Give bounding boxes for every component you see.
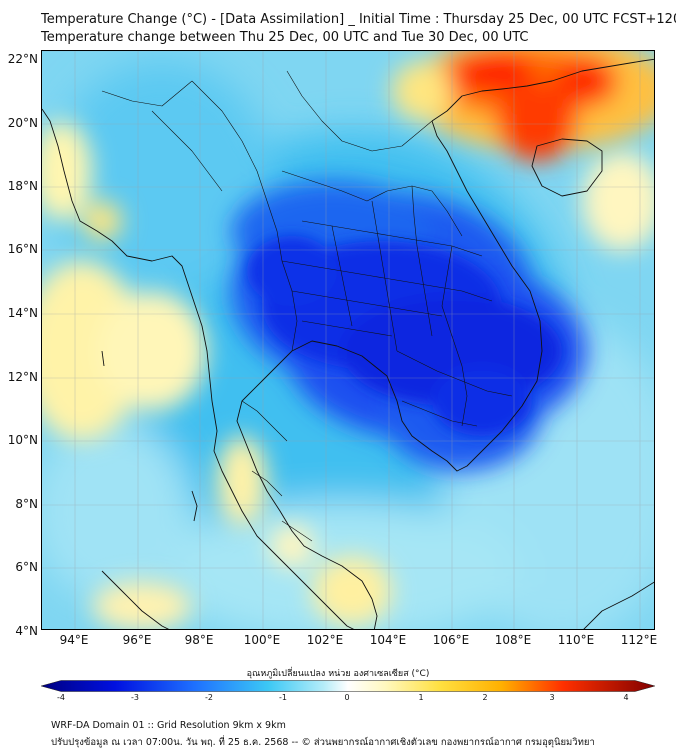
coastlines bbox=[42, 58, 654, 629]
lon-label: 110°E bbox=[557, 633, 595, 647]
lon-label: 100°E bbox=[243, 633, 281, 647]
footer-model-info: WRF-DA Domain 01 :: Grid Resolution 9km … bbox=[51, 720, 286, 731]
lon-label: 112°E bbox=[620, 633, 658, 647]
lat-label: 16°N bbox=[7, 242, 38, 256]
lat-label: 8°N bbox=[15, 497, 38, 511]
colorbar-gradient bbox=[41, 680, 655, 692]
lon-label: 102°E bbox=[306, 633, 344, 647]
colorbar-tick: 3 bbox=[549, 693, 555, 702]
province-borders bbox=[101, 70, 513, 542]
temperature-change-map bbox=[41, 50, 655, 630]
colorbar-tick: 4 bbox=[623, 693, 629, 702]
lon-label: 98°E bbox=[184, 633, 214, 647]
colorbar-tick: 0 bbox=[344, 693, 350, 702]
map-title: Temperature Change (°C) - [Data Assimila… bbox=[41, 12, 676, 27]
grid-lines bbox=[42, 51, 654, 629]
colorbar-tick: -1 bbox=[279, 693, 287, 702]
colorbar-tick: -2 bbox=[205, 693, 213, 702]
colorbar bbox=[41, 680, 655, 692]
lon-label: 94°E bbox=[59, 633, 89, 647]
lat-label: 4°N bbox=[15, 624, 38, 638]
colorbar-tick: 1 bbox=[418, 693, 424, 702]
lon-label: 108°E bbox=[494, 633, 532, 647]
colorbar-label: อุณหภูมิเปลี่ยนแปลง หน่วย องศาเซลเซียส (… bbox=[246, 669, 430, 679]
lat-label: 20°N bbox=[7, 116, 38, 130]
lat-label: 12°N bbox=[7, 370, 38, 384]
lon-label: 104°E bbox=[369, 633, 407, 647]
colorbar-tick: 2 bbox=[482, 693, 488, 702]
lat-label: 14°N bbox=[7, 306, 38, 320]
temperature-field bbox=[42, 51, 654, 629]
map-subtitle: Temperature change between Thu 25 Dec, 0… bbox=[41, 30, 529, 45]
footer-credit: ปรับปรุงข้อมูล ณ เวลา 07:00น. วัน พฤ. ที… bbox=[51, 737, 595, 748]
field-slight-warming bbox=[42, 121, 654, 629]
lon-label: 106°E bbox=[432, 633, 470, 647]
lat-label: 10°N bbox=[7, 433, 38, 447]
colorbar-tick: -3 bbox=[131, 693, 139, 702]
lon-label: 96°E bbox=[122, 633, 152, 647]
colorbar-tick: -4 bbox=[57, 693, 65, 702]
lat-label: 18°N bbox=[7, 179, 38, 193]
lat-label: 6°N bbox=[15, 560, 38, 574]
field-warming-northeast bbox=[392, 51, 654, 161]
lat-label: 22°N bbox=[7, 52, 38, 66]
